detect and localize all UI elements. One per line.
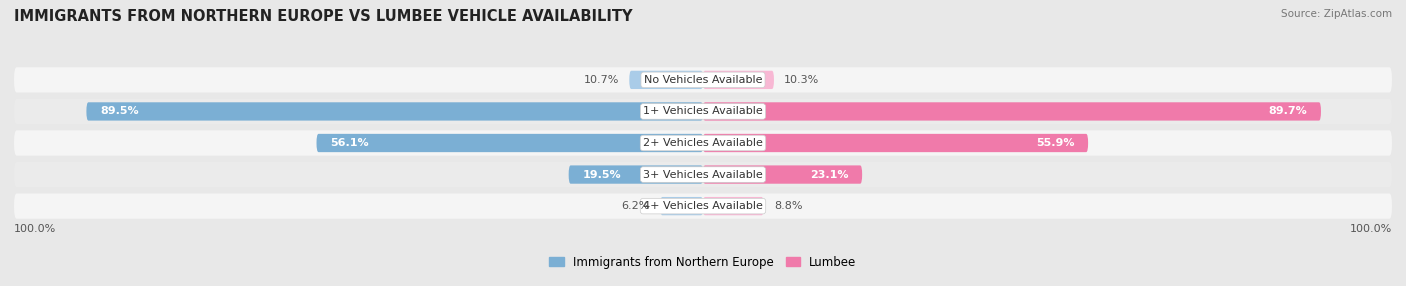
FancyBboxPatch shape <box>630 71 703 89</box>
FancyBboxPatch shape <box>703 134 1088 152</box>
FancyBboxPatch shape <box>14 99 1392 124</box>
FancyBboxPatch shape <box>14 162 1392 187</box>
Text: No Vehicles Available: No Vehicles Available <box>644 75 762 85</box>
FancyBboxPatch shape <box>568 165 703 184</box>
FancyBboxPatch shape <box>86 102 703 121</box>
Text: 100.0%: 100.0% <box>1350 224 1392 234</box>
Text: 10.3%: 10.3% <box>785 75 820 85</box>
FancyBboxPatch shape <box>703 102 1322 121</box>
Text: 6.2%: 6.2% <box>621 201 650 211</box>
Text: 8.8%: 8.8% <box>773 201 803 211</box>
FancyBboxPatch shape <box>703 71 773 89</box>
Text: Source: ZipAtlas.com: Source: ZipAtlas.com <box>1281 9 1392 19</box>
Text: IMMIGRANTS FROM NORTHERN EUROPE VS LUMBEE VEHICLE AVAILABILITY: IMMIGRANTS FROM NORTHERN EUROPE VS LUMBE… <box>14 9 633 23</box>
Text: 23.1%: 23.1% <box>810 170 848 180</box>
Text: 55.9%: 55.9% <box>1036 138 1074 148</box>
Text: 1+ Vehicles Available: 1+ Vehicles Available <box>643 106 763 116</box>
FancyBboxPatch shape <box>703 197 763 215</box>
FancyBboxPatch shape <box>14 130 1392 156</box>
FancyBboxPatch shape <box>316 134 703 152</box>
FancyBboxPatch shape <box>703 165 862 184</box>
Text: 3+ Vehicles Available: 3+ Vehicles Available <box>643 170 763 180</box>
Text: 10.7%: 10.7% <box>583 75 619 85</box>
FancyBboxPatch shape <box>14 194 1392 219</box>
FancyBboxPatch shape <box>14 67 1392 92</box>
Text: 89.7%: 89.7% <box>1268 106 1308 116</box>
Text: 2+ Vehicles Available: 2+ Vehicles Available <box>643 138 763 148</box>
Text: 89.5%: 89.5% <box>100 106 139 116</box>
Text: 100.0%: 100.0% <box>14 224 56 234</box>
FancyBboxPatch shape <box>661 197 703 215</box>
Text: 19.5%: 19.5% <box>582 170 621 180</box>
Legend: Immigrants from Northern Europe, Lumbee: Immigrants from Northern Europe, Lumbee <box>550 256 856 269</box>
Text: 4+ Vehicles Available: 4+ Vehicles Available <box>643 201 763 211</box>
Text: 56.1%: 56.1% <box>330 138 368 148</box>
